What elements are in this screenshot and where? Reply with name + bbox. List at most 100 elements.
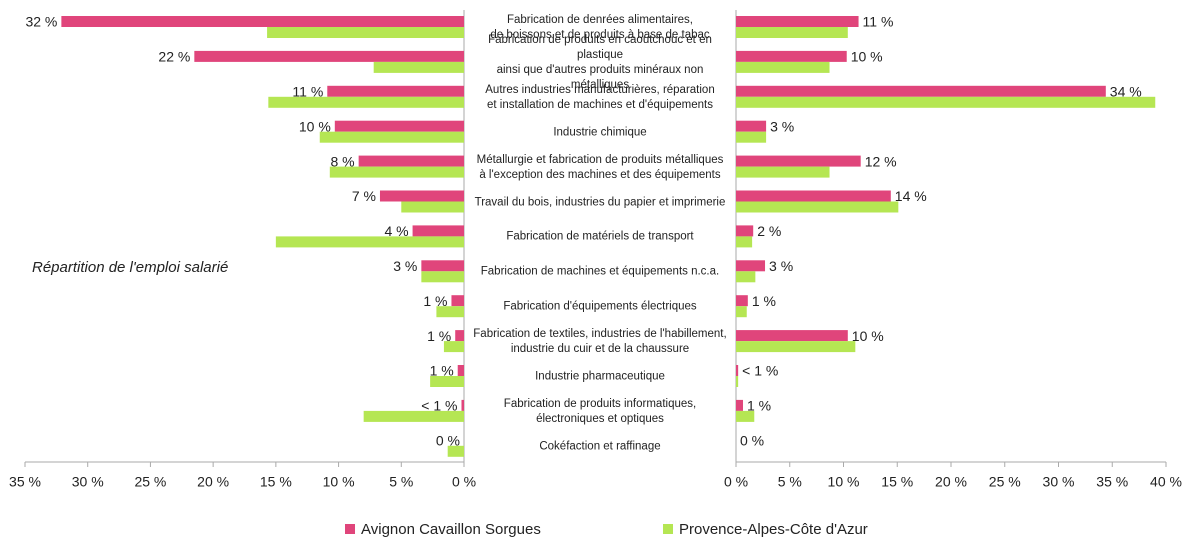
bar	[736, 376, 739, 387]
x-tick-label: 10 %	[323, 474, 355, 490]
bar	[736, 27, 848, 38]
legend-swatch	[345, 524, 355, 534]
bar	[736, 225, 754, 237]
bar	[736, 306, 747, 318]
bar	[61, 16, 464, 27]
bar	[430, 376, 464, 387]
value-label: 7 %	[352, 188, 376, 204]
category-label: Fabrication de produits informatiques, é…	[503, 397, 697, 425]
bar	[334, 120, 464, 132]
value-label: 2 %	[757, 223, 781, 239]
value-label: 11 %	[863, 14, 894, 30]
bar	[447, 445, 464, 457]
chart-title: Répartition de l'emploi salarié	[32, 259, 228, 276]
category-label: Fabrication de produits en caoutchouc et…	[488, 33, 712, 91]
category-label: Métallurgie et fabrication de produits m…	[476, 153, 724, 181]
bar	[736, 131, 767, 143]
x-tick-label: 35 %	[1096, 474, 1128, 490]
value-label: 1 %	[427, 328, 451, 344]
x-tick-label: 20 %	[197, 474, 229, 490]
bar	[329, 166, 464, 178]
bar	[736, 96, 1156, 108]
value-label: 10 %	[299, 118, 331, 134]
value-label: 14 %	[895, 188, 927, 204]
bar	[736, 16, 859, 27]
legend-label: Avignon Cavaillon Sorgues	[361, 521, 541, 538]
value-label: < 1 %	[742, 363, 778, 379]
bar	[736, 85, 1106, 97]
x-tick-label: 35 %	[9, 474, 41, 490]
bar	[373, 61, 464, 73]
category-label: Fabrication de machines et équipements n…	[480, 265, 720, 278]
category-label: Industrie chimique	[553, 126, 647, 139]
value-label: 3 %	[393, 258, 417, 274]
bar	[736, 330, 848, 342]
value-label: 4 %	[384, 223, 408, 239]
value-label: 32 %	[25, 14, 57, 30]
value-label: 1 %	[430, 363, 454, 379]
bar	[736, 399, 743, 411]
x-tick-label: 10 %	[828, 474, 860, 490]
bar	[455, 330, 464, 342]
category-label: Fabrication de textiles, industries de l…	[473, 328, 727, 356]
category-label: Industrie pharmaceutique	[535, 370, 665, 383]
bar	[358, 155, 464, 167]
x-tick-label: 20 %	[935, 474, 967, 490]
bar	[275, 236, 464, 248]
bar	[736, 155, 861, 167]
bar	[736, 295, 748, 307]
bar	[457, 365, 464, 376]
bar	[421, 271, 464, 283]
value-label: 12 %	[865, 153, 897, 169]
category-label: Fabrication de denrées alimentaires, de …	[490, 14, 710, 41]
category-label: Travail du bois, industries du papier et…	[474, 196, 726, 208]
bar	[736, 201, 899, 213]
bar	[443, 341, 464, 353]
bar	[412, 225, 464, 237]
value-label: 11 %	[292, 84, 323, 100]
value-label: 10 %	[851, 49, 883, 65]
x-tick-label: 30 %	[1043, 474, 1075, 490]
value-label: 3 %	[769, 258, 793, 274]
bar	[319, 131, 464, 143]
bar	[736, 341, 856, 353]
bar	[379, 190, 464, 202]
x-tick-label: 25 %	[989, 474, 1021, 490]
value-label: 0 %	[740, 433, 764, 449]
value-label: 1 %	[423, 293, 447, 309]
category-label: Fabrication d'équipements électriques	[503, 300, 697, 313]
value-label: 34 %	[1110, 84, 1142, 100]
x-tick-label: 5 %	[389, 474, 413, 490]
value-label: 8 %	[331, 153, 355, 169]
bar	[736, 410, 755, 422]
x-tick-label: 15 %	[881, 474, 913, 490]
x-tick-label: 40 %	[1150, 474, 1182, 490]
value-label: 1 %	[752, 293, 776, 309]
bar	[401, 201, 464, 213]
value-label: 10 %	[852, 328, 884, 344]
bar	[461, 399, 464, 411]
legend-label: Provence-Alpes-Côte d'Azur	[679, 521, 868, 538]
x-tick-label: 5 %	[778, 474, 802, 490]
bar	[363, 410, 464, 422]
bar	[194, 50, 465, 62]
value-label: 22 %	[158, 49, 190, 65]
x-tick-label: 0 %	[452, 474, 476, 490]
value-label: 1 %	[747, 398, 771, 414]
bar	[736, 50, 847, 62]
x-tick-label: 15 %	[260, 474, 292, 490]
x-tick-label: 0 %	[724, 474, 748, 490]
bar	[736, 271, 756, 283]
bar	[736, 260, 766, 272]
x-tick-label: 25 %	[134, 474, 166, 490]
bar	[736, 61, 830, 73]
bar	[736, 365, 739, 376]
value-label: 0 %	[436, 433, 460, 449]
bar	[327, 85, 464, 97]
bar	[736, 120, 767, 132]
category-label: Cokéfaction et raffinage	[539, 440, 661, 453]
category-label: Autres industries manufacturières, répar…	[485, 83, 715, 111]
bar	[736, 236, 753, 248]
